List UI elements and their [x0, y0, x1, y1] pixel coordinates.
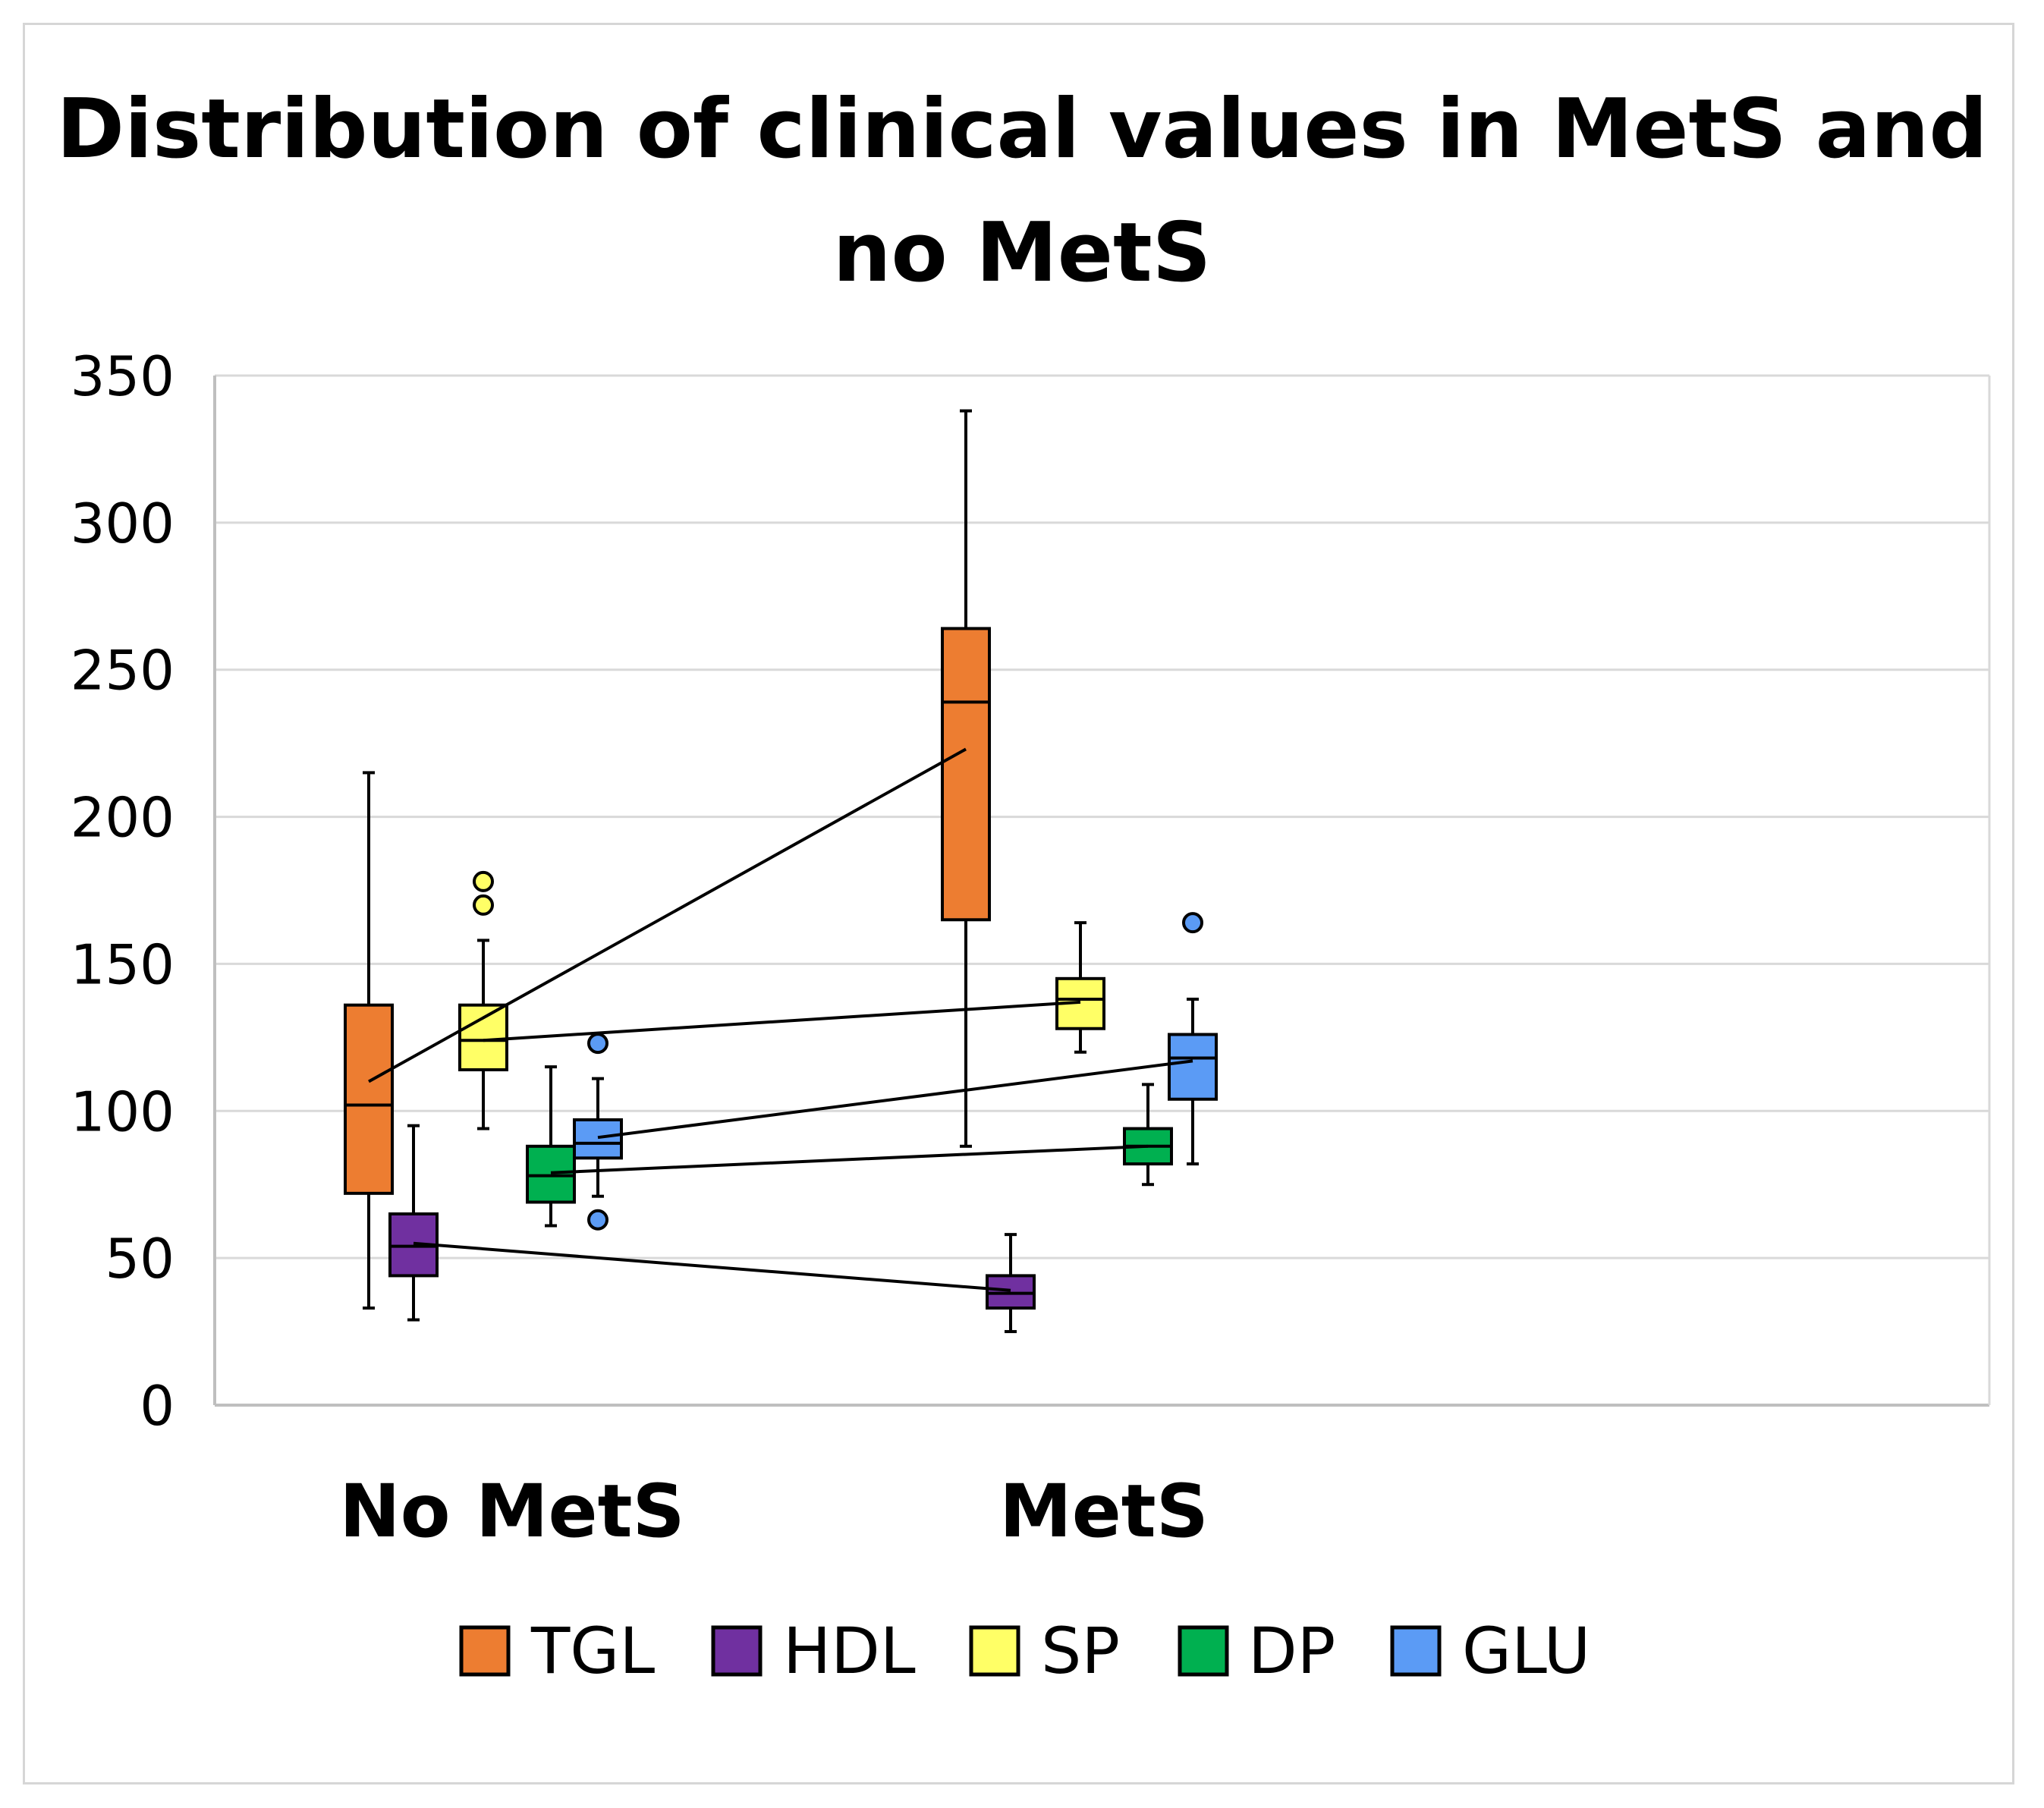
series-glu — [573, 912, 1218, 1231]
box-dp-1 — [1123, 1083, 1173, 1187]
legend-swatch — [1390, 1625, 1442, 1677]
legend-item-dp: DP — [1178, 1614, 1335, 1688]
mean-line-dp — [550, 1144, 1149, 1174]
legend-label: TGL — [530, 1614, 655, 1688]
y-tick-label-300: 300 — [71, 492, 175, 555]
outlier-point-0 — [587, 1209, 608, 1231]
legend-item-glu: GLU — [1390, 1614, 1590, 1688]
chart-title-line-2: no MetS — [833, 206, 1212, 300]
y-tick-label-250: 250 — [71, 639, 175, 703]
box-hdl-1 — [986, 1233, 1036, 1334]
legend-item-hdl: HDL — [711, 1614, 916, 1688]
chart-frame — [23, 23, 2014, 1784]
box-body — [458, 1003, 508, 1072]
y-tick-label-150: 150 — [71, 932, 175, 996]
y-axis-ticks: 0 50 100 150 200 250 300 350 — [71, 344, 175, 1438]
category-label-0: No MetS — [339, 1469, 684, 1554]
legend-label: DP — [1248, 1614, 1335, 1688]
chart-title-line-1: Distribution of clinical values in MetS … — [56, 82, 1987, 177]
x-axis-categories: No MetS MetS — [339, 1469, 1209, 1554]
legend-label: GLU — [1462, 1614, 1590, 1688]
legend-swatch — [711, 1625, 763, 1677]
legend-item-tgl: TGL — [459, 1614, 655, 1688]
y-tick-label-0: 0 — [140, 1374, 175, 1438]
box-hdl-0 — [388, 1124, 439, 1322]
outlier-point-0 — [1182, 912, 1203, 934]
box-series — [344, 409, 1218, 1334]
legend-item-sp: SP — [969, 1614, 1120, 1688]
box-glu-0 — [573, 1033, 623, 1231]
mean-line-glu — [597, 1059, 1193, 1140]
series-sp — [458, 870, 1105, 1130]
mean-line-hdl — [413, 1241, 1011, 1292]
box-glu-1 — [1168, 912, 1218, 1166]
y-tick-label-100: 100 — [71, 1080, 175, 1143]
y-tick-label-350: 350 — [71, 344, 175, 408]
legend-label: SP — [1041, 1614, 1120, 1688]
series-dp — [526, 1065, 1173, 1228]
mean-lines — [368, 747, 1193, 1292]
mean-line-sp — [483, 1000, 1081, 1042]
legend-swatch — [969, 1625, 1020, 1677]
y-tick-label-200: 200 — [71, 786, 175, 850]
box-tgl-1 — [941, 409, 991, 1148]
legend-label: HDL — [783, 1614, 916, 1688]
outlier-point-1 — [473, 870, 494, 892]
outlier-point-0 — [473, 894, 494, 916]
category-label-1: MetS — [999, 1469, 1209, 1554]
box-body — [344, 1003, 394, 1195]
box-sp-1 — [1055, 921, 1105, 1054]
y-tick-label-50: 50 — [105, 1227, 175, 1291]
outlier-point-1 — [587, 1033, 608, 1055]
box-tgl-0 — [344, 771, 394, 1310]
box-body — [941, 627, 991, 922]
series-tgl — [344, 409, 991, 1310]
axes — [213, 376, 1991, 1407]
box-body — [573, 1118, 623, 1160]
box-sp-0 — [458, 870, 508, 1130]
gridlines — [215, 374, 1989, 1259]
box-dp-0 — [526, 1065, 576, 1228]
legend-swatch — [1178, 1625, 1229, 1677]
box-body — [1168, 1033, 1218, 1101]
legend-swatch — [459, 1625, 511, 1677]
mean-line-tgl — [368, 747, 967, 1083]
legend: TGL HDL SP DP GLU — [459, 1614, 1590, 1688]
